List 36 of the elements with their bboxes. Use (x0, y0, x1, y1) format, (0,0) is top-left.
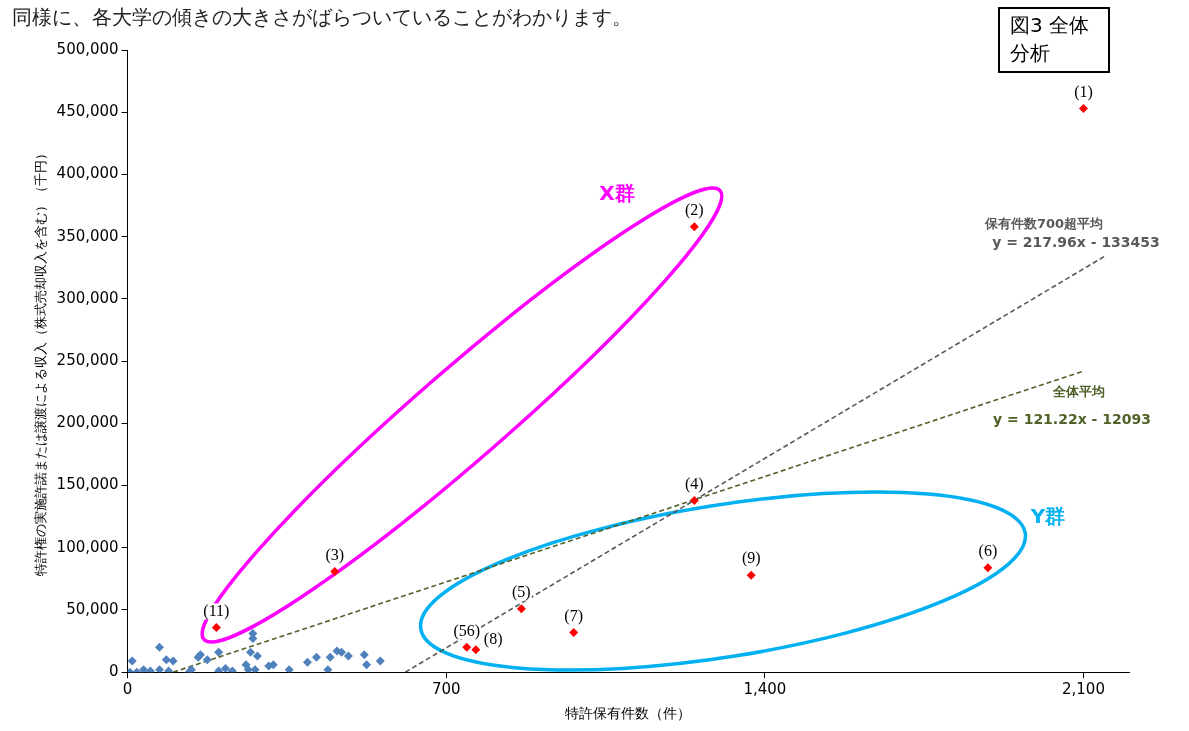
y-tick-label: 400,000 (56, 164, 119, 183)
annotation: X群 (599, 179, 635, 207)
y-tick-label: 150,000 (56, 475, 119, 494)
y-axis-title: 特許権の実施許諾または譲渡による収入（株式売却収入を含む）（千円） (33, 146, 49, 576)
y-tick-label: 500,000 (56, 39, 119, 58)
series-label: (11) (203, 601, 230, 620)
y-tick-label: 200,000 (56, 413, 119, 432)
series-label: (9) (741, 549, 761, 568)
chart-subtitle: 同様に、各大学の傾きの大きさがばらついていることがわかります。 (12, 4, 632, 31)
annotation: 保有件数700超平均 (984, 215, 1104, 233)
x-tick-label: 2,100 (1062, 680, 1105, 699)
annotation: Y群 (1030, 502, 1066, 530)
y-tick-label: 450,000 (56, 102, 119, 121)
series-label: (7) (564, 606, 584, 625)
series-label: (2) (684, 200, 704, 219)
x-tick-label: 700 (431, 680, 461, 699)
series-label: (4) (684, 474, 704, 493)
series-label: (5) (512, 582, 531, 601)
series-label: (1) (1074, 82, 1093, 101)
x-axis-title: 特許保有件数（件） (565, 705, 692, 722)
series-label: (8) (483, 630, 503, 648)
y-tick-label: 100,000 (56, 537, 119, 556)
annotation: y = 217.96x - 133453 (992, 234, 1160, 250)
y-tick-label: 250,000 (56, 350, 119, 369)
series-label: (56) (453, 621, 481, 640)
y-tick-label: 0 (109, 662, 119, 681)
y-tick-label: 50,000 (66, 599, 119, 618)
y-tick-label: 350,000 (56, 226, 119, 245)
annotation: y = 121.22x - 12093 (993, 411, 1151, 427)
y-tick-label: 300,000 (56, 288, 119, 307)
series-label: (3) (325, 545, 345, 564)
x-tick-label: 1,400 (743, 680, 787, 699)
chart-title: 図3 全体分析 (998, 7, 1110, 73)
annotation: 全体平均 (1053, 383, 1105, 401)
series-label: (6) (978, 541, 998, 560)
x-tick-label: 0 (122, 680, 133, 699)
